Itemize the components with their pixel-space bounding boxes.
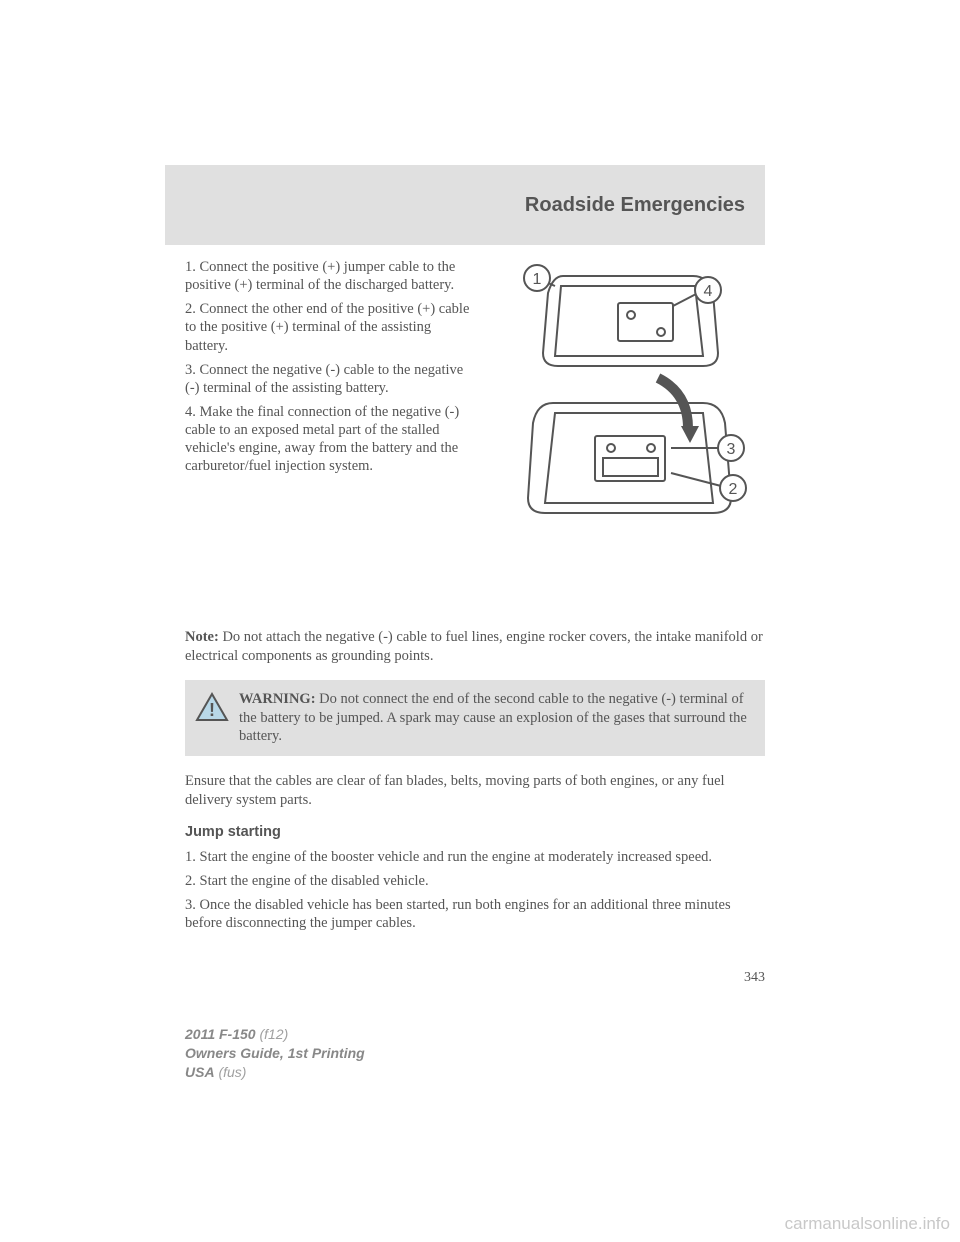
jumper-cable-diagram: 1 4 3 2 — [503, 258, 753, 518]
diagram-label-1: 1 — [532, 271, 541, 288]
diagram-label-3: 3 — [726, 441, 735, 458]
footer-region-code: (fus) — [215, 1064, 247, 1080]
note-label: Note: — [185, 629, 219, 645]
section-title: Roadside Emergencies — [525, 194, 745, 217]
warning-box: ! WARNING: Do not connect the end of the… — [185, 680, 765, 757]
footer-line-3: USA (fus) — [185, 1063, 365, 1082]
warning-label: WARNING: — [239, 691, 316, 707]
warning-triangle-icon: ! — [195, 692, 229, 722]
step-1: 1. Connect the positive (+) jumper cable… — [185, 258, 475, 294]
diagram-column: 1 4 3 2 — [490, 258, 765, 518]
note-text: Do not attach the negative (-) cable to … — [185, 629, 763, 664]
footer-line-1: 2011 F-150 (f12) — [185, 1025, 365, 1044]
footer-model-code: (f12) — [256, 1026, 289, 1042]
jump-step-3: 3. Once the disabled vehicle has been st… — [185, 896, 765, 932]
footer-region: USA — [185, 1064, 215, 1080]
jump-step-1: 1. Start the engine of the booster vehic… — [185, 848, 765, 866]
footer-model: 2011 F-150 — [185, 1026, 256, 1042]
watermark: carmanualsonline.info — [785, 1214, 950, 1234]
warning-body: Do not connect the end of the second cab… — [239, 691, 747, 745]
diagram-label-2: 2 — [728, 481, 737, 498]
note-paragraph: Note: Do not attach the negative (-) cab… — [185, 628, 765, 666]
step-3: 3. Connect the negative (-) cable to the… — [185, 361, 475, 397]
steps-and-diagram: 1. Connect the positive (+) jumper cable… — [185, 258, 765, 518]
footer-line-2: Owners Guide, 1st Printing — [185, 1044, 365, 1063]
warning-bang: ! — [209, 700, 215, 720]
ensure-paragraph: Ensure that the cables are clear of fan … — [185, 772, 765, 810]
steps-column: 1. Connect the positive (+) jumper cable… — [185, 258, 475, 518]
step-4: 4. Make the final connection of the nega… — [185, 403, 475, 476]
jump-starting-heading: Jump starting — [185, 824, 765, 840]
warning-text-wrap: WARNING: Do not connect the end of the s… — [239, 690, 753, 747]
step-2: 2. Connect the other end of the positive… — [185, 300, 475, 354]
jump-step-2: 2. Start the engine of the disabled vehi… — [185, 872, 765, 890]
page-number: 343 — [185, 970, 765, 986]
diagram-label-4: 4 — [703, 283, 712, 300]
footer-block: 2011 F-150 (f12) Owners Guide, 1st Print… — [185, 1025, 365, 1082]
header-block: Roadside Emergencies — [165, 165, 765, 245]
page-content: 1. Connect the positive (+) jumper cable… — [185, 258, 765, 986]
